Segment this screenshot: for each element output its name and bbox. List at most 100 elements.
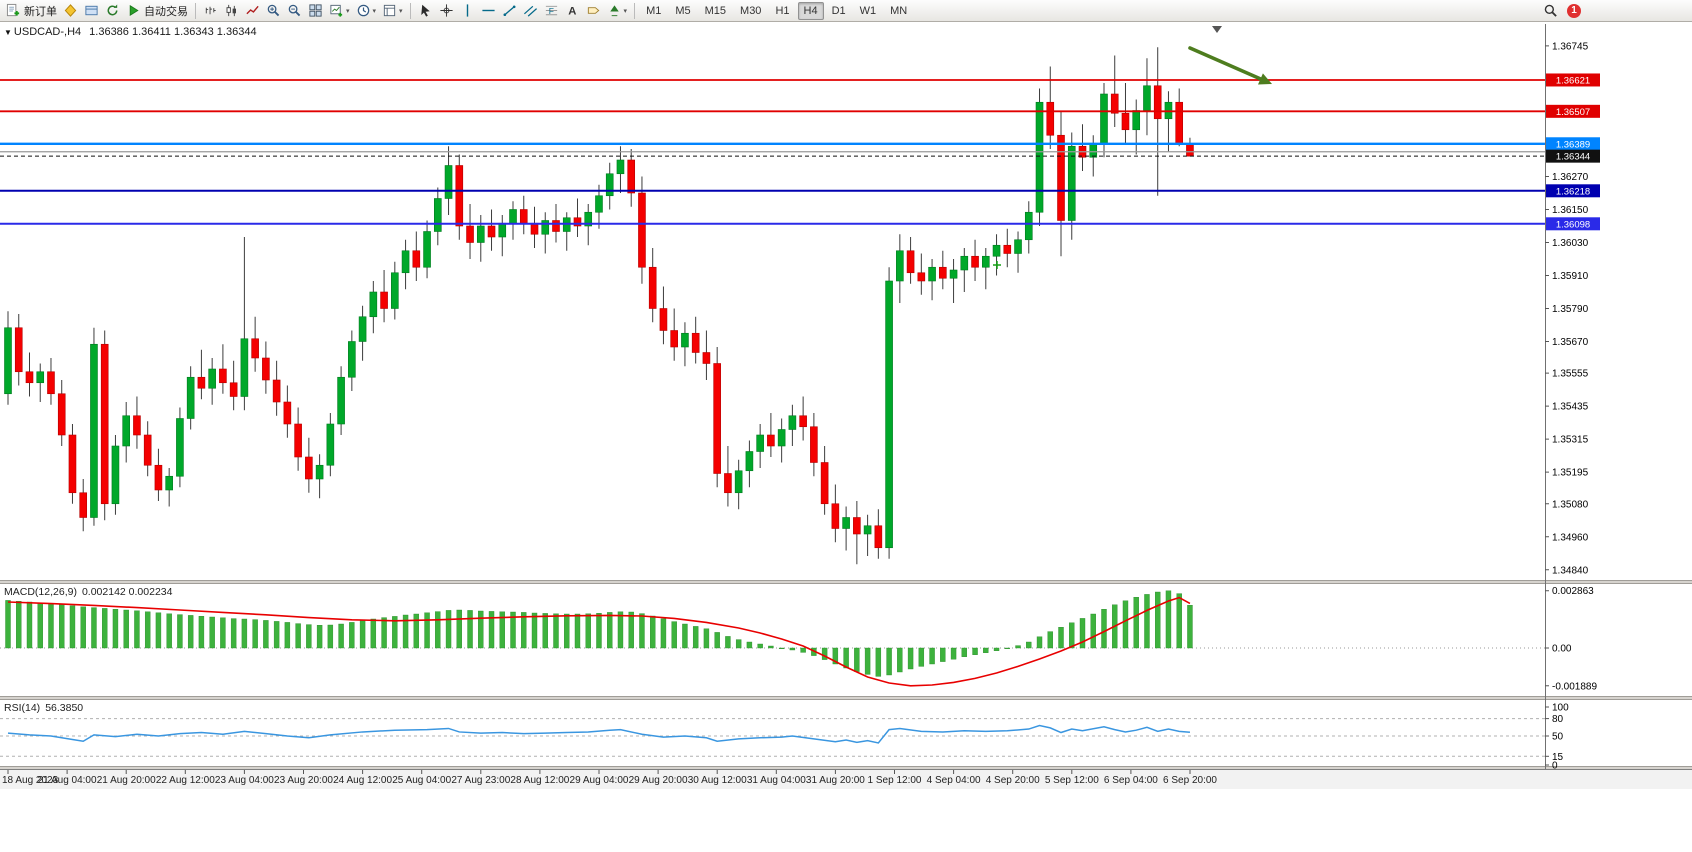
chart-window[interactable]: 1.36745 1.36270 1.36150 1.36030 1.35910 1.357… <box>0 22 1692 852</box>
svg-text:1.36030: 1.36030 <box>1552 238 1589 249</box>
refresh-icon <box>105 3 120 18</box>
timeframe-w1-button[interactable]: W1 <box>859 4 877 17</box>
timeframe-m5-button[interactable]: M5 <box>675 4 691 17</box>
metaeditor-button[interactable] <box>60 1 81 21</box>
svg-text:21 Aug 04:00: 21 Aug 04:00 <box>38 775 97 786</box>
timeframe-mn-button[interactable]: MN <box>890 4 908 17</box>
svg-text:1.35080: 1.35080 <box>1552 499 1589 510</box>
clock-icon <box>356 3 371 18</box>
text-button[interactable]: A <box>562 1 583 21</box>
fibonacci-retracement-button[interactable]: F <box>541 1 562 21</box>
svg-text:50: 50 <box>1552 732 1564 743</box>
text-label-button[interactable] <box>583 1 604 21</box>
timeframe-d1-button[interactable]: D1 <box>831 4 846 17</box>
timeframe-m1-button[interactable]: M1 <box>646 4 662 17</box>
macd-panel <box>0 590 1545 687</box>
chart-shift-marker[interactable] <box>1212 26 1222 33</box>
svg-text:1.36621: 1.36621 <box>1556 75 1590 86</box>
trendline-button[interactable] <box>499 1 520 21</box>
horizontal-lines-layer[interactable] <box>0 79 1545 225</box>
collapse-triangle-icon[interactable]: ▼ <box>4 28 12 37</box>
new-chart-button[interactable]: ▾ <box>326 1 353 21</box>
chevron-down-icon[interactable]: ▾ <box>399 7 403 15</box>
svg-text:29 Aug 04:00: 29 Aug 04:00 <box>570 775 629 786</box>
svg-text:23 Aug 20:00: 23 Aug 20:00 <box>274 775 333 786</box>
label-icon <box>586 3 601 18</box>
rsi-title: RSI(14) <box>4 702 41 714</box>
horizontal-line-button[interactable] <box>478 1 499 21</box>
svg-text:1.36507: 1.36507 <box>1556 107 1590 118</box>
chart-canvas[interactable]: 1.36745 1.36270 1.36150 1.36030 1.35910 1.357… <box>0 22 1692 852</box>
chevron-down-icon[interactable]: ▾ <box>346 7 350 15</box>
zoom-in-icon <box>266 3 281 18</box>
zoom-out-button[interactable] <box>284 1 305 21</box>
svg-text:0: 0 <box>1552 761 1558 772</box>
template-icon <box>382 3 397 18</box>
svg-text:1.35435: 1.35435 <box>1552 402 1589 413</box>
profiles-button[interactable] <box>81 1 102 21</box>
plus-marker[interactable] <box>993 261 1001 269</box>
macd-signal-line <box>7 596 1191 687</box>
svg-text:-0.001889: -0.001889 <box>1552 681 1597 692</box>
toolbar-separator <box>634 2 636 19</box>
timeframe-h4-button[interactable]: H4 <box>797 1 824 20</box>
svg-text:1.35910: 1.35910 <box>1552 271 1589 282</box>
svg-text:1.36218: 1.36218 <box>1556 186 1590 197</box>
line-chart-button[interactable] <box>242 1 263 21</box>
refresh-button[interactable] <box>102 1 123 21</box>
svg-text:18 Aug 2023: 18 Aug 2023 <box>2 775 59 786</box>
vline-icon <box>460 3 475 18</box>
new-order-label: 新订单 <box>24 5 57 18</box>
svg-text:100: 100 <box>1552 703 1569 714</box>
chevron-down-icon[interactable]: ▾ <box>623 7 628 15</box>
trend-icon <box>502 3 517 18</box>
search-icon <box>1543 3 1558 18</box>
svg-text:0.002863: 0.002863 <box>1552 586 1594 597</box>
vertical-line-button[interactable] <box>457 1 478 21</box>
trend-arrow-annotation[interactable] <box>1188 46 1272 85</box>
text-icon: A <box>565 3 580 18</box>
zoom-in-button[interactable] <box>263 1 284 21</box>
svg-text:1.36270: 1.36270 <box>1552 172 1589 183</box>
svg-text:A: A <box>568 6 576 18</box>
timeframe-h1-button[interactable]: H1 <box>775 4 790 17</box>
price-axis[interactable]: 1.36745 1.36270 1.36150 1.36030 1.35910 1.357… <box>1545 24 1600 788</box>
tile-windows-button[interactable] <box>305 1 326 21</box>
svg-text:1.35670: 1.35670 <box>1552 337 1589 348</box>
equidistant-channel-button[interactable] <box>520 1 541 21</box>
svg-text:1.36098: 1.36098 <box>1556 219 1590 230</box>
svg-text:6 Sep 04:00: 6 Sep 04:00 <box>1104 775 1158 786</box>
new-order-button[interactable]: 新订单 <box>3 1 60 21</box>
svg-text:1.34840: 1.34840 <box>1552 565 1589 576</box>
notification-badge[interactable]: 1 <box>1567 3 1581 18</box>
search-button[interactable] <box>1540 1 1561 21</box>
svg-text:4 Sep 04:00: 4 Sep 04:00 <box>927 775 981 786</box>
svg-text:23 Aug 04:00: 23 Aug 04:00 <box>215 775 274 786</box>
rsi-line <box>7 724 1191 744</box>
svg-text:1.35195: 1.35195 <box>1552 468 1589 479</box>
autotrading-label: 自动交易 <box>144 5 188 18</box>
price-flag: 1.36389 <box>1546 137 1600 151</box>
svg-text:1.36745: 1.36745 <box>1552 41 1589 52</box>
svg-text:F: F <box>548 6 553 16</box>
templates-button[interactable]: ▾ <box>379 1 406 21</box>
bar-chart-button[interactable] <box>200 1 221 21</box>
price-flag: 1.36621 <box>1546 73 1600 87</box>
cursor-button[interactable] <box>415 1 436 21</box>
timeframe-m30-button[interactable]: M30 <box>740 4 762 17</box>
crosshair-button[interactable] <box>436 1 457 21</box>
svg-text:1.34960: 1.34960 <box>1552 532 1589 543</box>
timeframe-m15-button[interactable]: M15 <box>704 4 727 17</box>
arrows-button[interactable]: ▾ <box>604 1 631 21</box>
ohlc-values: 1.36386 1.36411 1.36343 1.36344 <box>89 26 257 38</box>
toolbar-separator <box>409 2 411 19</box>
periods-button[interactable]: ▾ <box>353 1 380 21</box>
autotrading-button[interactable]: 自动交易 <box>123 1 191 21</box>
price-flag: 1.36344 <box>1546 149 1600 163</box>
macd-indicator-label: MACD(12,26,9) 0.002142 0.002234 <box>4 586 177 598</box>
chevron-down-icon[interactable]: ▾ <box>372 7 377 15</box>
svg-text:1.36389: 1.36389 <box>1556 139 1590 150</box>
candlestick-chart-button[interactable] <box>221 1 242 21</box>
candles-icon <box>224 3 239 18</box>
